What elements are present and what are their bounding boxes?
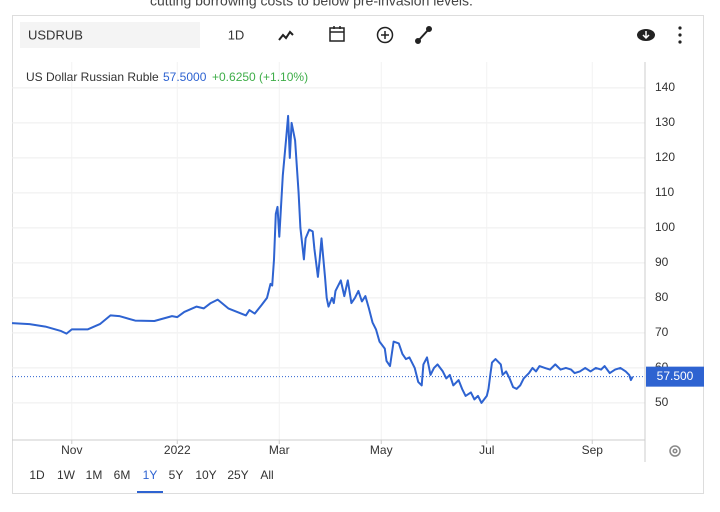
range-button[interactable]: All — [260, 468, 273, 482]
x-tick-label: Sep — [582, 443, 604, 457]
widget-frame — [12, 15, 704, 494]
series-name: US Dollar Russian Ruble — [26, 70, 159, 84]
chart-type-icon[interactable] — [278, 30, 294, 41]
y-tick-label: 130 — [655, 115, 675, 129]
range-button[interactable]: 10Y — [195, 468, 216, 482]
range-button[interactable]: 1Y — [143, 468, 158, 482]
calendar-icon[interactable] — [329, 26, 345, 42]
y-tick-label: 120 — [655, 150, 675, 164]
last-price: 57.5000 — [163, 70, 207, 84]
settings-icon[interactable] — [669, 445, 681, 457]
draw-icon[interactable] — [415, 26, 432, 44]
y-tick-label: 140 — [655, 80, 675, 94]
y-tick-label: 110 — [655, 185, 674, 199]
symbol: USDRUB — [28, 27, 83, 42]
range-button[interactable]: 5Y — [169, 468, 184, 482]
interval-button[interactable]: 1D — [228, 27, 245, 42]
y-tick-label: 50 — [655, 395, 669, 409]
range-button[interactable]: 25Y — [227, 468, 248, 482]
symbol-input[interactable] — [20, 22, 200, 48]
x-tick-label: Jul — [479, 443, 494, 457]
range-button[interactable]: 6M — [114, 468, 131, 482]
top-text: cutting borrowing costs to below pre-inv… — [150, 0, 473, 9]
price-change: +0.6250 (+1.10%) — [212, 70, 308, 84]
price-tag-label: 57.500 — [657, 369, 694, 383]
y-tick-label: 80 — [655, 290, 669, 304]
x-tick-label: May — [370, 443, 393, 457]
price-line — [11, 114, 634, 404]
x-tick-label: Nov — [61, 443, 82, 457]
download-icon[interactable] — [637, 29, 655, 41]
y-tick-label: 100 — [655, 220, 675, 234]
x-tick-label: 2022 — [164, 443, 191, 457]
range-button[interactable]: 1M — [86, 468, 103, 482]
price-tag — [646, 366, 704, 387]
range-button[interactable]: 1D — [29, 468, 45, 482]
x-tick-label: Mar — [269, 443, 290, 457]
range-button[interactable]: 1W — [57, 468, 76, 482]
y-tick-label: 90 — [655, 255, 669, 269]
add-indicator-icon[interactable] — [376, 26, 394, 44]
y-tick-label: 70 — [655, 325, 669, 339]
menu-icon[interactable] — [678, 26, 682, 44]
